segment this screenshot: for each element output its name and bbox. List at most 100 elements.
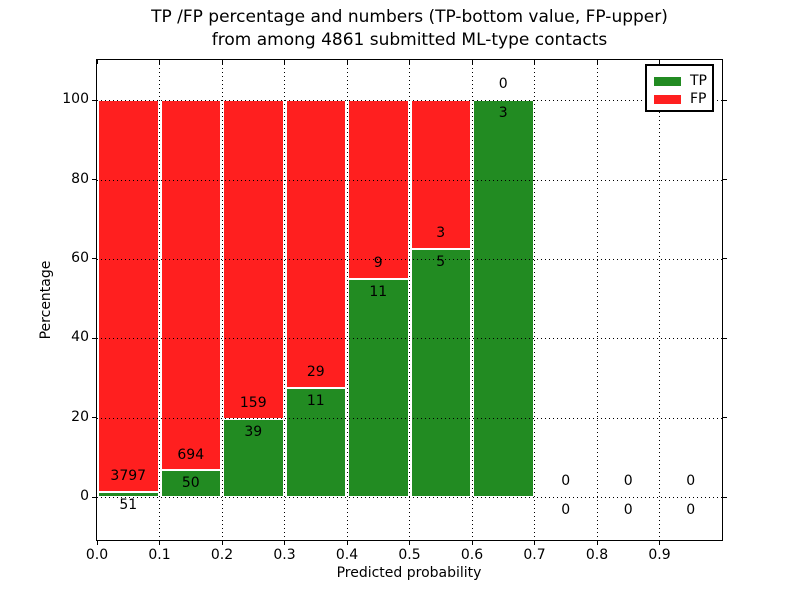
y-tick-left <box>92 99 96 101</box>
y-tick-left <box>92 258 96 260</box>
x-tick-label: 0.8 <box>585 547 609 563</box>
y-tick-label: 20 <box>71 408 89 425</box>
y-tick-left <box>92 179 96 180</box>
fp-count-label: 0 <box>561 473 571 490</box>
x-tick-label: 0.5 <box>398 547 421 563</box>
legend-swatch-tp-icon <box>654 76 681 86</box>
tp-count-label: 0 <box>623 502 633 519</box>
v-gridline <box>284 60 285 540</box>
x-tick-label: 0.1 <box>148 547 171 563</box>
tp-count-label: 5 <box>436 253 446 270</box>
bar-fp-segment <box>98 100 159 492</box>
legend-label-fp: FP <box>690 91 707 107</box>
chart-title-line-2: from among 4861 submitted ML-type contac… <box>211 30 608 50</box>
x-tick-top <box>346 60 348 64</box>
y-tick-left <box>92 496 96 498</box>
bar-fp-segment <box>410 100 471 249</box>
tp-count-label: 0 <box>561 502 571 519</box>
v-gridline <box>409 60 410 540</box>
x-tick-top <box>471 60 473 64</box>
legend-entry-tp: TP <box>654 72 712 90</box>
y-tick-left <box>92 417 96 419</box>
tp-count-label: 0 <box>686 502 696 519</box>
fp-count-label: 29 <box>306 364 325 380</box>
bar-fp-segment <box>285 100 346 388</box>
x-tick-label: 0.3 <box>273 547 296 563</box>
x-tick-bottom <box>534 540 535 545</box>
tp-count-label: 11 <box>306 392 325 409</box>
y-tick-right <box>723 258 727 260</box>
x-tick-bottom <box>96 540 98 545</box>
fp-count-label: 3 <box>436 225 446 242</box>
y-tick-label: 0 <box>80 488 89 505</box>
x-tick-bottom <box>596 540 598 545</box>
tp-count-label: 3 <box>498 105 508 122</box>
fp-count-label: 0 <box>623 473 633 490</box>
x-tick-label: 0.9 <box>648 547 671 563</box>
y-tick-right <box>723 417 727 419</box>
v-gridline <box>221 60 223 540</box>
legend: TP FP <box>645 64 714 112</box>
x-tick-top <box>534 60 535 64</box>
fp-count-label: 694 <box>177 446 205 463</box>
plot-area: 0.0 0.1 0.2 0.3 0.4 0.5 0.6 0.7 0.8 0.9 0 20 40 60 80 1… <box>62 59 727 563</box>
v-gridline <box>596 60 598 540</box>
fp-count-label: 0 <box>686 473 696 490</box>
y-tick-label: 60 <box>71 249 89 266</box>
x-tick-bottom <box>221 540 223 545</box>
y-tick-label: 100 <box>62 91 89 108</box>
x-axis-label: Predicted probability <box>336 565 482 581</box>
v-gridline <box>534 60 535 540</box>
x-tick-top <box>659 60 660 64</box>
x-tick-label: 0.7 <box>523 547 546 563</box>
tp-count-label: 39 <box>244 423 263 440</box>
bar-tp-segment <box>348 278 409 498</box>
legend-swatch-fp-icon <box>654 94 681 104</box>
v-gridline <box>659 60 660 540</box>
x-tick-top <box>409 60 410 64</box>
fp-count-label: 159 <box>239 394 267 411</box>
bar-tp-segment <box>285 387 346 498</box>
y-tick-left <box>92 337 96 339</box>
x-tick-top <box>596 60 598 64</box>
bar-fp-segment <box>348 100 409 279</box>
x-tick-bottom <box>346 540 348 545</box>
bar-fp-segment <box>160 100 221 471</box>
bar-tp-segment <box>223 418 284 498</box>
v-gridline <box>471 60 473 540</box>
chart-title-line-1: TP /FP percentage and numbers (TP-bottom… <box>151 7 668 27</box>
x-tick-bottom <box>284 540 285 545</box>
v-gridline <box>159 60 160 540</box>
bar-tp-segment <box>473 100 534 498</box>
x-tick-label: 0.4 <box>335 547 359 563</box>
fp-count-label: 3797 <box>110 467 147 484</box>
x-tick-label: 0.6 <box>460 547 484 563</box>
v-gridline <box>346 60 348 540</box>
x-tick-bottom <box>471 540 473 545</box>
bar-tp-segment <box>98 491 159 498</box>
x-tick-top <box>159 60 160 64</box>
legend-entry-fp: FP <box>654 90 712 108</box>
chart-title: TP /FP percentage and numbers (TP-bottom… <box>96 6 723 52</box>
y-tick-right <box>723 496 727 498</box>
y-tick-right <box>723 179 727 180</box>
x-tick-bottom <box>659 540 660 545</box>
x-tick-top <box>96 60 98 64</box>
tp-count-label: 11 <box>369 283 388 300</box>
y-tick-label: 80 <box>71 170 89 187</box>
x-tick-top <box>221 60 223 64</box>
legend-label-tp: TP <box>690 73 707 89</box>
y-tick-right <box>723 99 727 101</box>
tp-count-label: 50 <box>181 475 200 492</box>
x-tick-label: 0.0 <box>85 547 109 563</box>
bar-tp-segment <box>160 470 221 498</box>
y-tick-label: 40 <box>71 329 89 346</box>
y-axis-label: Percentage <box>38 260 54 340</box>
x-tick-top <box>284 60 285 64</box>
tp-count-label: 51 <box>119 496 138 513</box>
bar-tp-segment <box>410 249 471 498</box>
x-tick-bottom <box>409 540 410 545</box>
x-tick-bottom <box>159 540 160 545</box>
x-tick-label: 0.2 <box>210 547 234 563</box>
